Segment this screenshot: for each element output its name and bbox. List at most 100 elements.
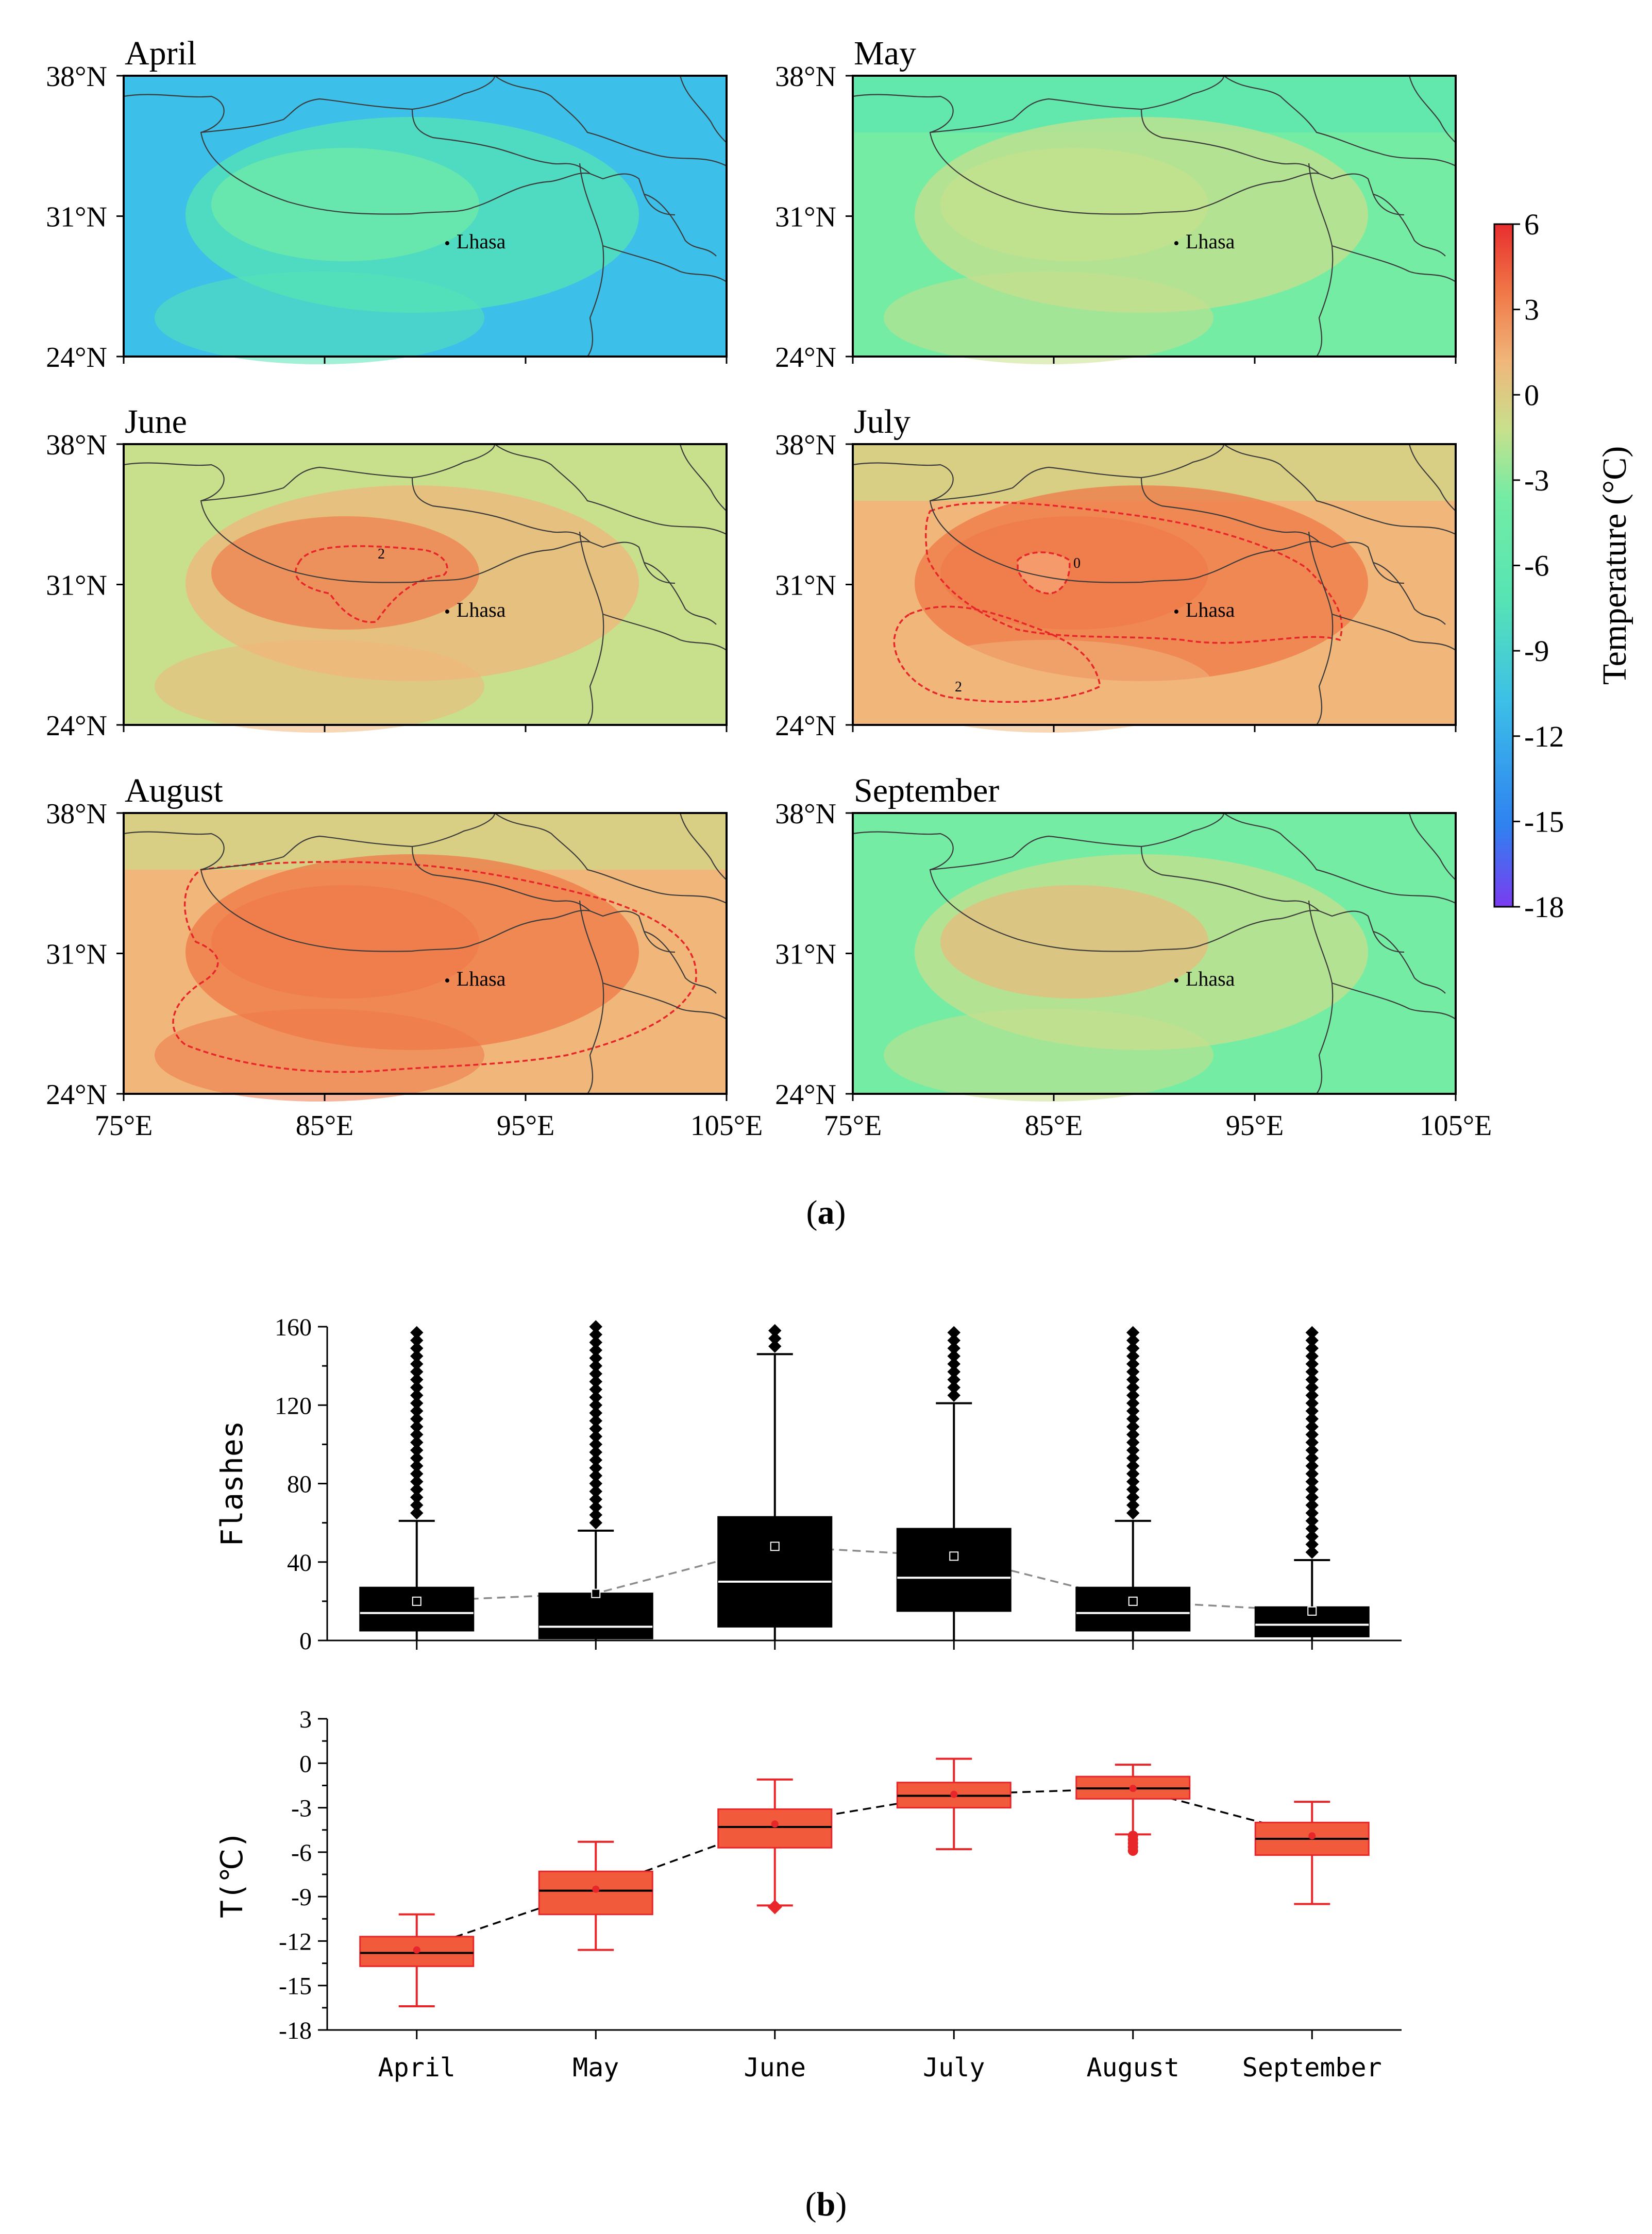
outlier-point: [1305, 1404, 1319, 1418]
outlier-point: [1126, 1349, 1140, 1363]
outlier-point: [1305, 1389, 1319, 1402]
y-tick-label: 38°N: [46, 798, 107, 830]
outlier-point: [1305, 1475, 1319, 1488]
map-panel-may: Lhasa May 38°N 31°N 24°N: [775, 35, 1457, 374]
mean-marker: [770, 1542, 780, 1551]
outlier-point: [1305, 1491, 1319, 1504]
map-field-core: [211, 516, 479, 630]
boxplot-flashes: 160 120 80 40 0 Flashes: [214, 1314, 1402, 1655]
map-field-south: [884, 272, 1213, 364]
outlier-point: [1126, 1420, 1140, 1433]
x-category-label: May: [572, 2053, 619, 2083]
contour-line: [172, 861, 697, 1073]
map-title: August: [125, 772, 223, 809]
outlier-point: [1126, 1412, 1140, 1426]
map-panel-april: Lhasa April 38°N 31°N 24°N: [46, 35, 728, 374]
mean-marker: [950, 1790, 958, 1798]
y-tick-label: 80: [287, 1471, 312, 1498]
outlier-point: [1126, 1475, 1140, 1488]
contour-line: [893, 605, 1101, 703]
mean-marker: [949, 1551, 959, 1561]
outlier-point: [1305, 1459, 1319, 1473]
colorbar-tick-label: -15: [1524, 805, 1564, 838]
outlier-point: [1126, 1459, 1140, 1473]
city-marker: [1174, 610, 1178, 614]
panel-a: Lhasa April 38°N 31°N 24°N Lhasa May 38°N 31°N 24…: [46, 35, 1492, 1142]
city-label: Lhasa: [1186, 230, 1235, 253]
y-tick-label: 31°N: [46, 570, 107, 602]
outlier-point: [589, 1320, 602, 1333]
outlier-point: [1305, 1349, 1319, 1363]
outlier-point: [1126, 1396, 1140, 1410]
outlier-point: [1305, 1545, 1319, 1559]
y-tick-label: -6: [291, 1839, 312, 1867]
map-field-core: [211, 148, 479, 261]
outlier-point: [1305, 1396, 1319, 1410]
outlier-point: [1126, 1373, 1140, 1386]
outlier-point: [1305, 1506, 1319, 1520]
city-marker: [445, 610, 449, 614]
city-label: Lhasa: [1186, 598, 1235, 621]
outlier-point: [1305, 1381, 1319, 1394]
city-label: Lhasa: [457, 230, 506, 253]
outlier-point: [1305, 1342, 1319, 1355]
y-tick-label: -18: [279, 2017, 312, 2044]
outlier-point: [1305, 1357, 1319, 1371]
y-tick-label: 31°N: [775, 201, 836, 233]
city-label: Lhasa: [1186, 967, 1235, 990]
box-june: [717, 1808, 833, 1849]
map-field-south: [884, 640, 1213, 733]
outlier-point: [1126, 1404, 1140, 1418]
outlier-point: [1126, 1365, 1140, 1379]
map-title: July: [854, 403, 911, 441]
outlier-point: [1305, 1365, 1319, 1379]
map-title: May: [854, 35, 916, 72]
mean-marker: [771, 1820, 779, 1828]
panel-a-caption: (a): [806, 1194, 846, 1231]
x-category-label: April: [378, 2053, 456, 2083]
map-panel-august: Lhasa August 38°N 31°N 24°N75°E 85°E 95°E 105°E: [46, 772, 763, 1142]
mean-marker: [412, 1596, 422, 1606]
map-panel-september: Lhasa September 38°N 31°N 24°N75°E 85°E 95°E 10…: [775, 772, 1492, 1142]
map-field-core: [211, 885, 479, 998]
y-tick-label: 3: [299, 1706, 312, 1733]
mean-marker: [1129, 1785, 1137, 1792]
contour-label: 2: [955, 679, 962, 695]
mean-trend-line: [416, 1787, 1312, 1951]
outlier-point: [1305, 1514, 1319, 1528]
y-tick-label: -15: [279, 1973, 312, 2000]
box-april: [359, 1586, 475, 1632]
x-tick-label: 95°E: [1226, 1110, 1284, 1142]
y-tick-label: 24°N: [46, 1079, 107, 1111]
colorbar-title: Temperature (°C): [1596, 446, 1633, 685]
outlier-point: [1305, 1444, 1319, 1457]
outlier-point: [1126, 1491, 1140, 1504]
map-field-core: [940, 516, 1208, 630]
colorbar-tick-label: 3: [1524, 293, 1539, 327]
outlier-point: [1126, 1435, 1140, 1449]
outlier-point: [1126, 1506, 1140, 1520]
outlier-point: [1305, 1326, 1319, 1340]
outlier-point: [1126, 1389, 1140, 1402]
y-tick-label: -3: [291, 1795, 312, 1822]
outlier-point: [768, 1324, 782, 1338]
city-marker: [445, 978, 449, 983]
outlier-point: [947, 1326, 960, 1340]
box-june: [717, 1516, 833, 1628]
mean-marker: [591, 1588, 601, 1598]
y-tick-label: 38°N: [46, 429, 107, 461]
y-tick-label: 0: [299, 1628, 312, 1655]
colorbar-tick-label: -9: [1524, 634, 1549, 668]
x-tick-label: 95°E: [497, 1110, 555, 1142]
y-tick-label: 24°N: [775, 1079, 836, 1111]
y-tick-label: 31°N: [46, 201, 107, 233]
outlier-point: [1126, 1326, 1140, 1340]
outlier-point: [1305, 1412, 1319, 1426]
contour-line: [295, 545, 448, 623]
mean-marker: [1307, 1606, 1317, 1616]
y-tick-label: 31°N: [46, 939, 107, 971]
contour-line: [924, 501, 1343, 644]
outlier-point: [1126, 1444, 1140, 1457]
map-panel-june: 2 Lhasa June 38°N 31°N 24°N: [46, 403, 728, 742]
